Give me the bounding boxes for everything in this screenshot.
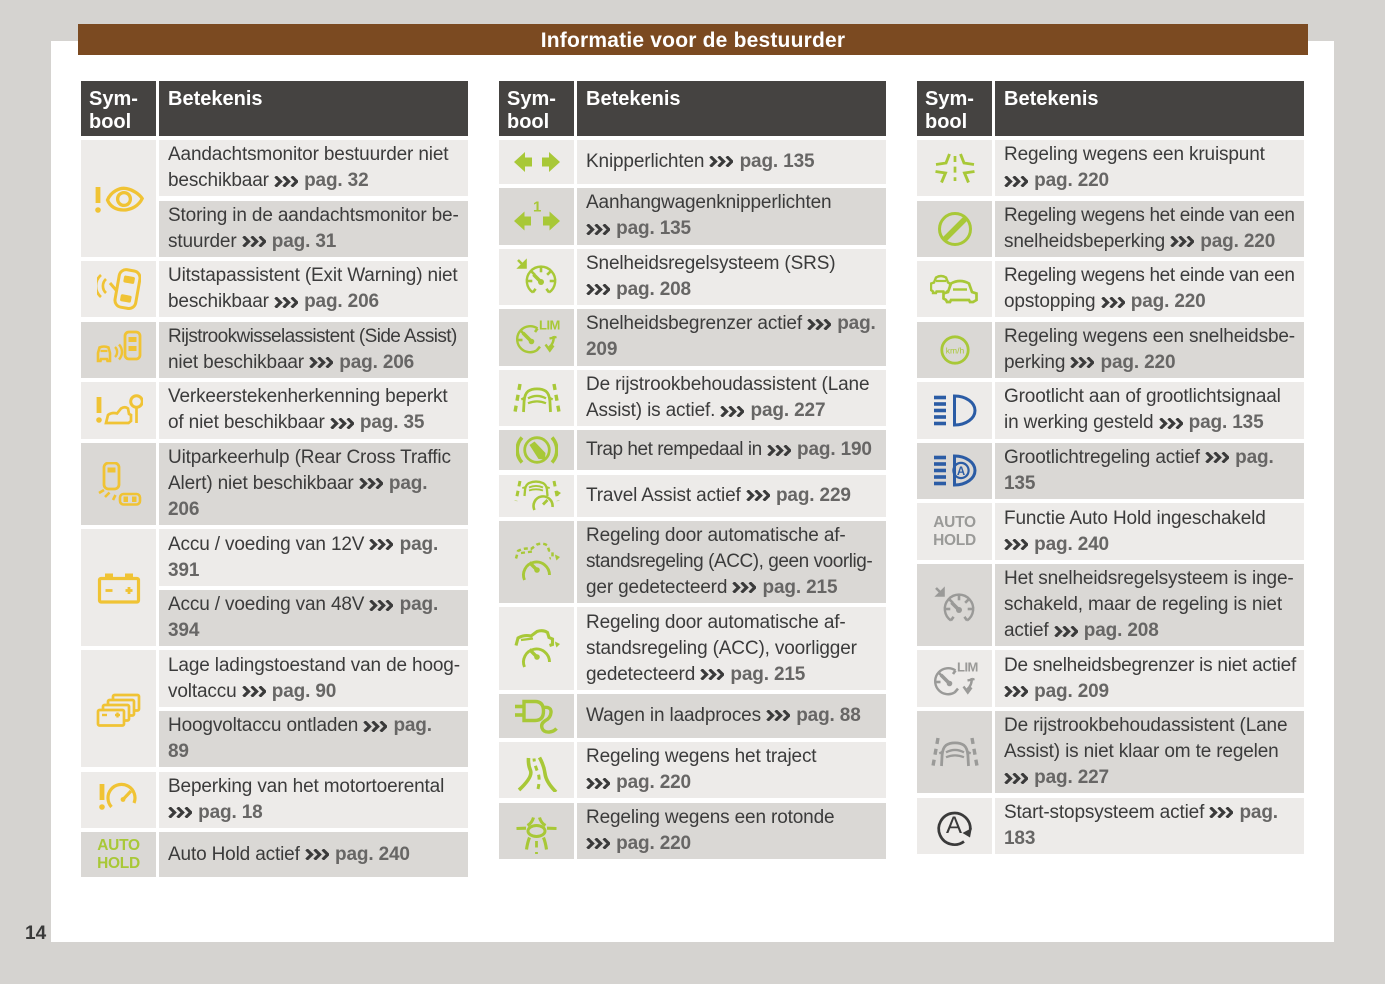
svg-text:A: A [945, 812, 961, 839]
svg-text:km/h: km/h [945, 345, 964, 355]
svg-text:1: 1 [533, 199, 541, 216]
svg-text:A: A [956, 466, 964, 478]
svg-text:LIM: LIM [539, 318, 560, 333]
svg-text:LIM: LIM [957, 660, 978, 675]
